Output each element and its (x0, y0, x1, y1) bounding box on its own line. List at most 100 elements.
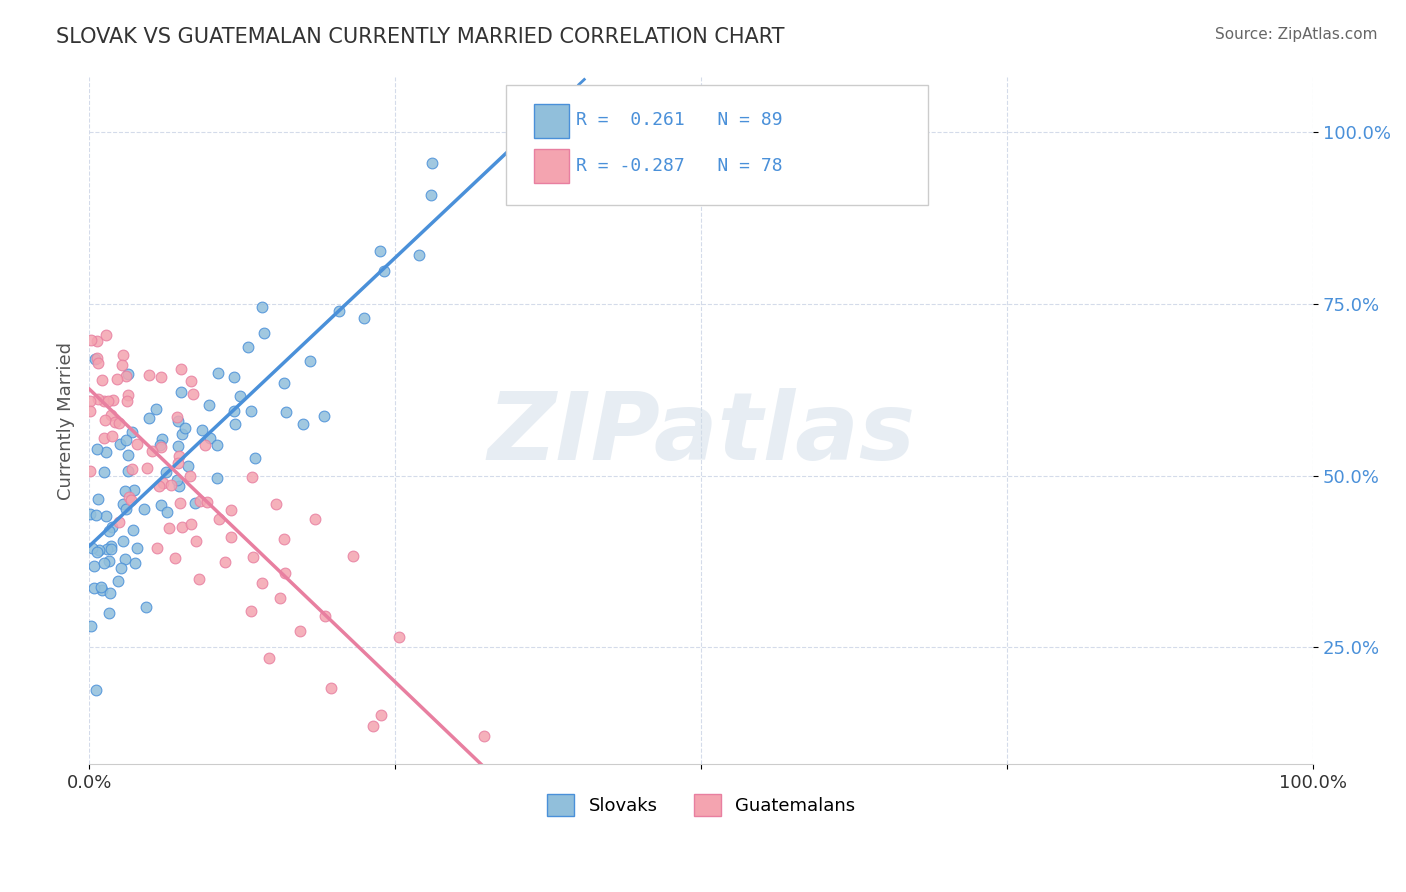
Point (120, 492, 142, 507)
Point (97, 606, 120, 620)
Point (167, 414, 190, 428)
Point (94, 412, 117, 426)
Point (80, 333, 103, 347)
Point (94, 508, 117, 523)
Point (121, 425, 143, 440)
Point (180, 516, 202, 531)
Point (84, 682, 107, 697)
Point (114, 502, 136, 516)
Point (502, 125, 524, 139)
Point (388, 630, 411, 644)
Point (150, 433, 173, 447)
Point (328, 303, 350, 318)
Point (420, 188, 443, 202)
Point (274, 404, 297, 418)
Point (370, 708, 392, 723)
Point (84, 508, 107, 522)
Point (222, 370, 245, 384)
Point (166, 473, 188, 487)
Point (269, 591, 291, 605)
Point (79, 464, 101, 478)
Point (242, 549, 264, 564)
Point (195, 495, 218, 509)
Point (172, 520, 194, 534)
Point (114, 434, 136, 448)
Point (243, 451, 266, 466)
Point (89, 542, 111, 557)
Point (117, 464, 139, 478)
Point (117, 394, 139, 409)
Point (97, 393, 120, 408)
Point (105, 372, 128, 386)
Point (100, 408, 122, 422)
Point (111, 359, 134, 373)
Point (150, 370, 173, 384)
Point (94, 445, 117, 459)
Point (86, 334, 108, 348)
Point (240, 604, 263, 618)
Point (145, 401, 167, 416)
Point (240, 469, 263, 483)
Point (173, 421, 195, 435)
Point (304, 512, 326, 526)
Point (98, 524, 121, 538)
Point (205, 438, 228, 452)
Point (108, 516, 131, 530)
Point (157, 521, 180, 535)
Point (79, 404, 101, 418)
Point (273, 532, 295, 546)
Point (90, 582, 112, 597)
Point (134, 501, 156, 516)
Legend: Slovaks, Guatemalans: Slovaks, Guatemalans (540, 787, 862, 823)
Point (167, 449, 190, 463)
Point (79, 393, 101, 408)
Point (111, 497, 134, 511)
Point (118, 490, 141, 504)
Point (155, 466, 177, 480)
Point (188, 494, 211, 508)
Point (273, 376, 295, 390)
Point (184, 534, 207, 549)
Point (100, 539, 122, 553)
Point (187, 572, 209, 586)
Point (146, 541, 169, 555)
Point (83, 582, 105, 596)
Point (239, 403, 262, 417)
Point (93, 466, 115, 480)
Point (420, 156, 443, 170)
Point (319, 681, 342, 695)
Text: R =  0.261   N = 89: R = 0.261 N = 89 (576, 112, 783, 129)
Point (163, 551, 186, 566)
Point (181, 387, 204, 401)
Point (149, 438, 172, 452)
Point (111, 348, 134, 362)
Point (114, 484, 136, 499)
Point (170, 426, 193, 441)
Point (93, 431, 115, 445)
Point (288, 624, 311, 638)
Point (127, 541, 149, 555)
Point (167, 456, 190, 470)
Point (194, 438, 217, 452)
Point (205, 470, 228, 484)
Text: ZIPatlas: ZIPatlas (486, 388, 915, 481)
Point (291, 417, 314, 431)
Point (167, 439, 190, 453)
Point (314, 409, 336, 424)
Point (117, 448, 139, 462)
Point (368, 244, 391, 259)
Point (138, 410, 160, 425)
Point (114, 552, 136, 566)
Point (221, 530, 243, 544)
Point (93, 394, 115, 409)
Point (83, 558, 105, 573)
Point (101, 392, 124, 407)
Point (184, 495, 207, 509)
Point (166, 409, 188, 424)
Point (253, 326, 276, 340)
Point (167, 478, 190, 492)
Point (87, 356, 110, 370)
Point (107, 574, 129, 588)
Point (373, 264, 395, 278)
Point (124, 556, 146, 570)
